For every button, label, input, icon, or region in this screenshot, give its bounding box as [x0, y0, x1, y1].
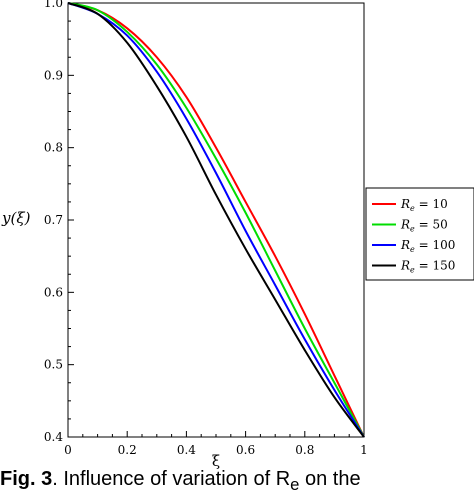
legend-entry-label: Re = 150 — [400, 259, 455, 275]
caption-tail: on the — [299, 468, 361, 490]
plot-frame — [67, 2, 365, 438]
figure-caption: Fig. 3. Influence of variation of Re on … — [0, 468, 474, 504]
axis-ticks: 0 0.2 0.4 0.6 0.8 1 0.4 0.5 0.6 0.7 0.8 0.9 1.0 — [44, 0, 368, 457]
series-line-2 — [67, 2, 365, 438]
series-lines — [67, 2, 365, 438]
caption-fig-label: Fig. 3 — [0, 468, 53, 490]
caption-sub: e — [290, 475, 300, 494]
y-tick-label: 0.9 — [44, 68, 63, 82]
series-line-3 — [67, 2, 365, 438]
y-tick-label: 1.0 — [44, 0, 63, 10]
y-tick-label: 0.6 — [44, 285, 63, 299]
y-tick-label: 0.7 — [44, 213, 63, 227]
series-line-4 — [67, 2, 365, 438]
x-tick-label: 0.8 — [295, 443, 314, 457]
legend-entry-label: Re = 100 — [400, 238, 455, 254]
y-tick-label: 0.4 — [44, 430, 63, 444]
legend-entry-label: Re = 10 — [400, 197, 448, 213]
line-chart: 0 0.2 0.4 0.6 0.8 1 0.4 0.5 0.6 0.7 0.8 0.9 1.0 y(ξ)… — [1, 0, 474, 470]
y-axis-label: y(ξ) — [1, 209, 31, 227]
x-tick-label: 0.4 — [177, 443, 196, 457]
x-axis-label: ξ — [212, 452, 220, 470]
legend: Re = 10 Re = 50 Re = 100 Re = 150 — [365, 187, 474, 281]
series-line-1 — [67, 2, 365, 438]
legend-entry-label: Re = 50 — [400, 218, 448, 234]
x-tick-label: 0.2 — [118, 443, 137, 457]
y-tick-label: 0.5 — [44, 358, 63, 372]
x-tick-label: 0.6 — [236, 443, 255, 457]
y-tick-label: 0.8 — [44, 141, 63, 155]
x-tick-label: 0 — [64, 443, 72, 457]
x-tick-label: 1 — [360, 443, 368, 457]
caption-text: . Influence of variation of R — [52, 468, 291, 490]
